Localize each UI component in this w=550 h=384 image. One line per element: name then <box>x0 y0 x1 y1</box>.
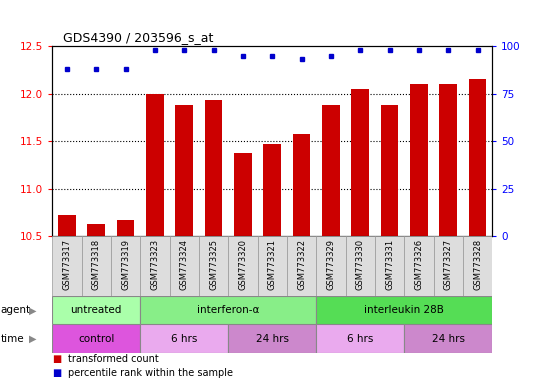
Bar <box>322 105 340 236</box>
Text: agent: agent <box>1 305 31 315</box>
Text: GSM773326: GSM773326 <box>414 238 424 290</box>
Bar <box>375 236 404 296</box>
Text: GDS4390 / 203596_s_at: GDS4390 / 203596_s_at <box>63 31 213 44</box>
Text: GSM773331: GSM773331 <box>385 238 394 290</box>
Text: ▶: ▶ <box>29 305 36 315</box>
Bar <box>316 324 404 353</box>
Bar <box>81 236 111 296</box>
Bar <box>205 100 222 236</box>
Bar <box>140 324 228 353</box>
Bar <box>345 236 375 296</box>
Text: GSM773318: GSM773318 <box>92 238 101 290</box>
Text: interleukin 28B: interleukin 28B <box>364 305 444 315</box>
Text: GSM773329: GSM773329 <box>326 238 336 290</box>
Text: 24 hrs: 24 hrs <box>256 334 289 344</box>
Bar <box>117 220 134 236</box>
Bar <box>228 236 257 296</box>
Bar <box>140 236 169 296</box>
Bar <box>381 105 398 236</box>
Bar <box>433 236 463 296</box>
Text: GSM773322: GSM773322 <box>297 238 306 290</box>
Bar <box>228 324 316 353</box>
Bar <box>87 224 105 236</box>
Bar <box>469 79 486 236</box>
Bar <box>52 236 81 296</box>
Text: 6 hrs: 6 hrs <box>347 334 373 344</box>
Text: GSM773319: GSM773319 <box>121 238 130 290</box>
Bar <box>404 236 433 296</box>
Text: 24 hrs: 24 hrs <box>432 334 465 344</box>
Bar <box>111 236 140 296</box>
Bar <box>52 296 140 324</box>
Bar <box>146 94 164 236</box>
Bar <box>234 152 252 236</box>
Text: interferon-α: interferon-α <box>197 305 260 315</box>
Bar <box>463 236 492 296</box>
Bar <box>175 105 193 236</box>
Bar <box>439 84 457 236</box>
Text: GSM773317: GSM773317 <box>62 238 72 290</box>
Bar <box>52 324 140 353</box>
Bar <box>58 215 76 236</box>
Text: GSM773325: GSM773325 <box>209 238 218 290</box>
Bar <box>199 236 228 296</box>
Text: GSM773328: GSM773328 <box>473 238 482 290</box>
Text: GSM773321: GSM773321 <box>268 238 277 290</box>
Bar <box>404 324 492 353</box>
Bar <box>140 296 316 324</box>
Bar <box>169 236 199 296</box>
Bar <box>351 89 369 236</box>
Text: transformed count: transformed count <box>68 354 158 364</box>
Text: control: control <box>78 334 114 344</box>
Bar <box>287 236 316 296</box>
Bar <box>316 296 492 324</box>
Text: GSM773330: GSM773330 <box>356 238 365 290</box>
Text: time: time <box>1 334 24 344</box>
Text: untreated: untreated <box>70 305 122 315</box>
Text: ▶: ▶ <box>29 334 36 344</box>
Text: GSM773324: GSM773324 <box>180 238 189 290</box>
Text: ■: ■ <box>52 368 62 378</box>
Bar <box>263 144 281 236</box>
Text: 6 hrs: 6 hrs <box>171 334 197 344</box>
Bar <box>316 236 345 296</box>
Text: percentile rank within the sample: percentile rank within the sample <box>68 368 233 378</box>
Bar <box>257 236 287 296</box>
Bar <box>293 134 310 236</box>
Text: ■: ■ <box>52 354 62 364</box>
Text: GSM773320: GSM773320 <box>238 238 248 290</box>
Text: GSM773323: GSM773323 <box>150 238 159 290</box>
Text: GSM773327: GSM773327 <box>444 238 453 290</box>
Bar <box>410 84 428 236</box>
